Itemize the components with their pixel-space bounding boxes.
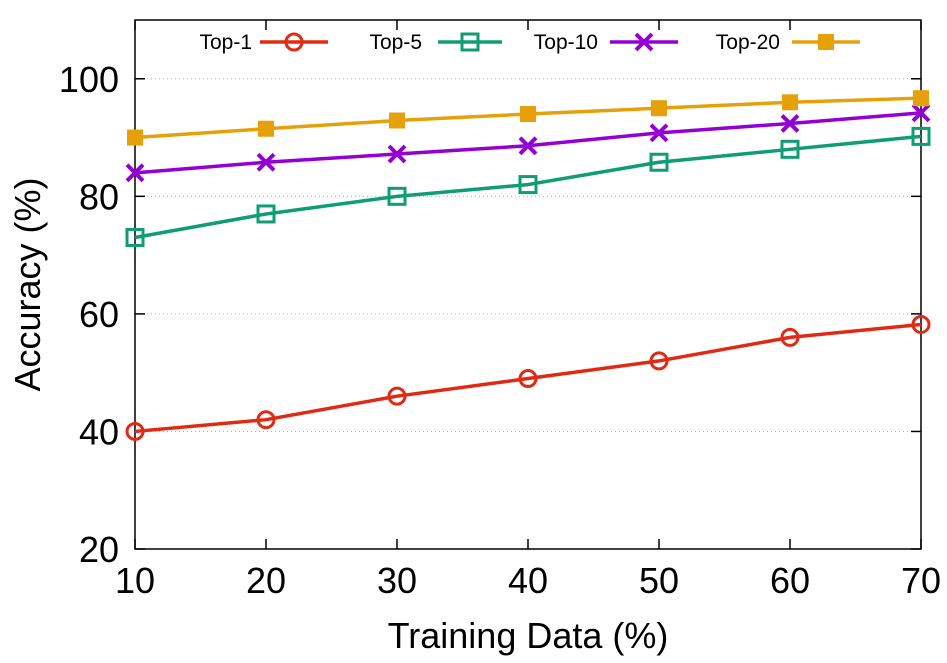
legend-marker: [818, 34, 834, 50]
data-point: [911, 314, 931, 334]
data-point: [518, 136, 538, 156]
gridlines: [135, 78, 921, 432]
series-top-1: [125, 314, 931, 441]
data-point: [518, 369, 538, 389]
data-point: [387, 144, 407, 164]
x-tick-label: 50: [639, 560, 679, 601]
legend-item-top-1: Top-1: [199, 31, 328, 54]
legend-marker: [460, 32, 480, 52]
data-point: [256, 204, 276, 224]
data-point: [125, 421, 145, 441]
data-point: [518, 175, 538, 195]
y-tick-label: 20: [79, 529, 119, 570]
y-axis-title: Accuracy (%): [7, 177, 48, 391]
x-axis-title: Training Data (%): [388, 615, 669, 656]
data-point: [256, 152, 276, 172]
series-top-5: [125, 126, 931, 247]
data-point: [389, 112, 405, 129]
series-group: [125, 90, 931, 441]
legend-label: Top-20: [716, 31, 780, 54]
x-tick-label: 70: [901, 560, 941, 601]
legend-item-top-10: Top-10: [534, 31, 678, 54]
legend-label: Top-10: [534, 31, 598, 54]
data-point: [911, 103, 931, 123]
legend: Top-1 Top-5 Top-10 Top-20: [199, 31, 860, 54]
data-point: [127, 129, 143, 146]
data-point: [780, 139, 800, 159]
data-point: [649, 123, 669, 143]
legend-marker: [634, 32, 654, 52]
data-point: [911, 126, 931, 146]
legend-marker: [284, 32, 304, 52]
data-point: [387, 186, 407, 206]
legend-item-top-5: Top-5: [369, 31, 502, 54]
series-top-20: [127, 90, 929, 146]
data-point: [649, 351, 669, 371]
y-tick-label: 80: [79, 176, 119, 217]
series-line: [134, 322, 922, 434]
plot-frame: [134, 19, 922, 550]
x-tick-label: 20: [246, 560, 286, 601]
data-point: [125, 227, 145, 247]
series-top-10: [125, 103, 931, 183]
y-tick-label: 100: [59, 59, 119, 100]
data-point: [780, 327, 800, 347]
x-tick-label: 60: [770, 560, 810, 601]
data-point: [125, 163, 145, 183]
data-point: [520, 106, 536, 123]
data-point: [651, 100, 667, 117]
x-tick-label: 40: [508, 560, 548, 601]
data-point: [387, 386, 407, 406]
data-point: [256, 410, 276, 430]
series-line: [134, 134, 922, 240]
legend-item-top-20: Top-20: [716, 31, 860, 54]
data-point: [782, 94, 798, 111]
y-tick-label: 40: [79, 411, 119, 452]
x-tick-label: 30: [377, 560, 417, 601]
y-tick-label: 60: [79, 294, 119, 335]
data-point: [913, 90, 929, 107]
data-point: [649, 152, 669, 172]
x-tick-label: 10: [115, 560, 155, 601]
legend-label: Top-1: [199, 31, 252, 54]
data-point: [780, 114, 800, 133]
legend-label: Top-5: [369, 31, 422, 54]
data-point: [258, 120, 274, 137]
